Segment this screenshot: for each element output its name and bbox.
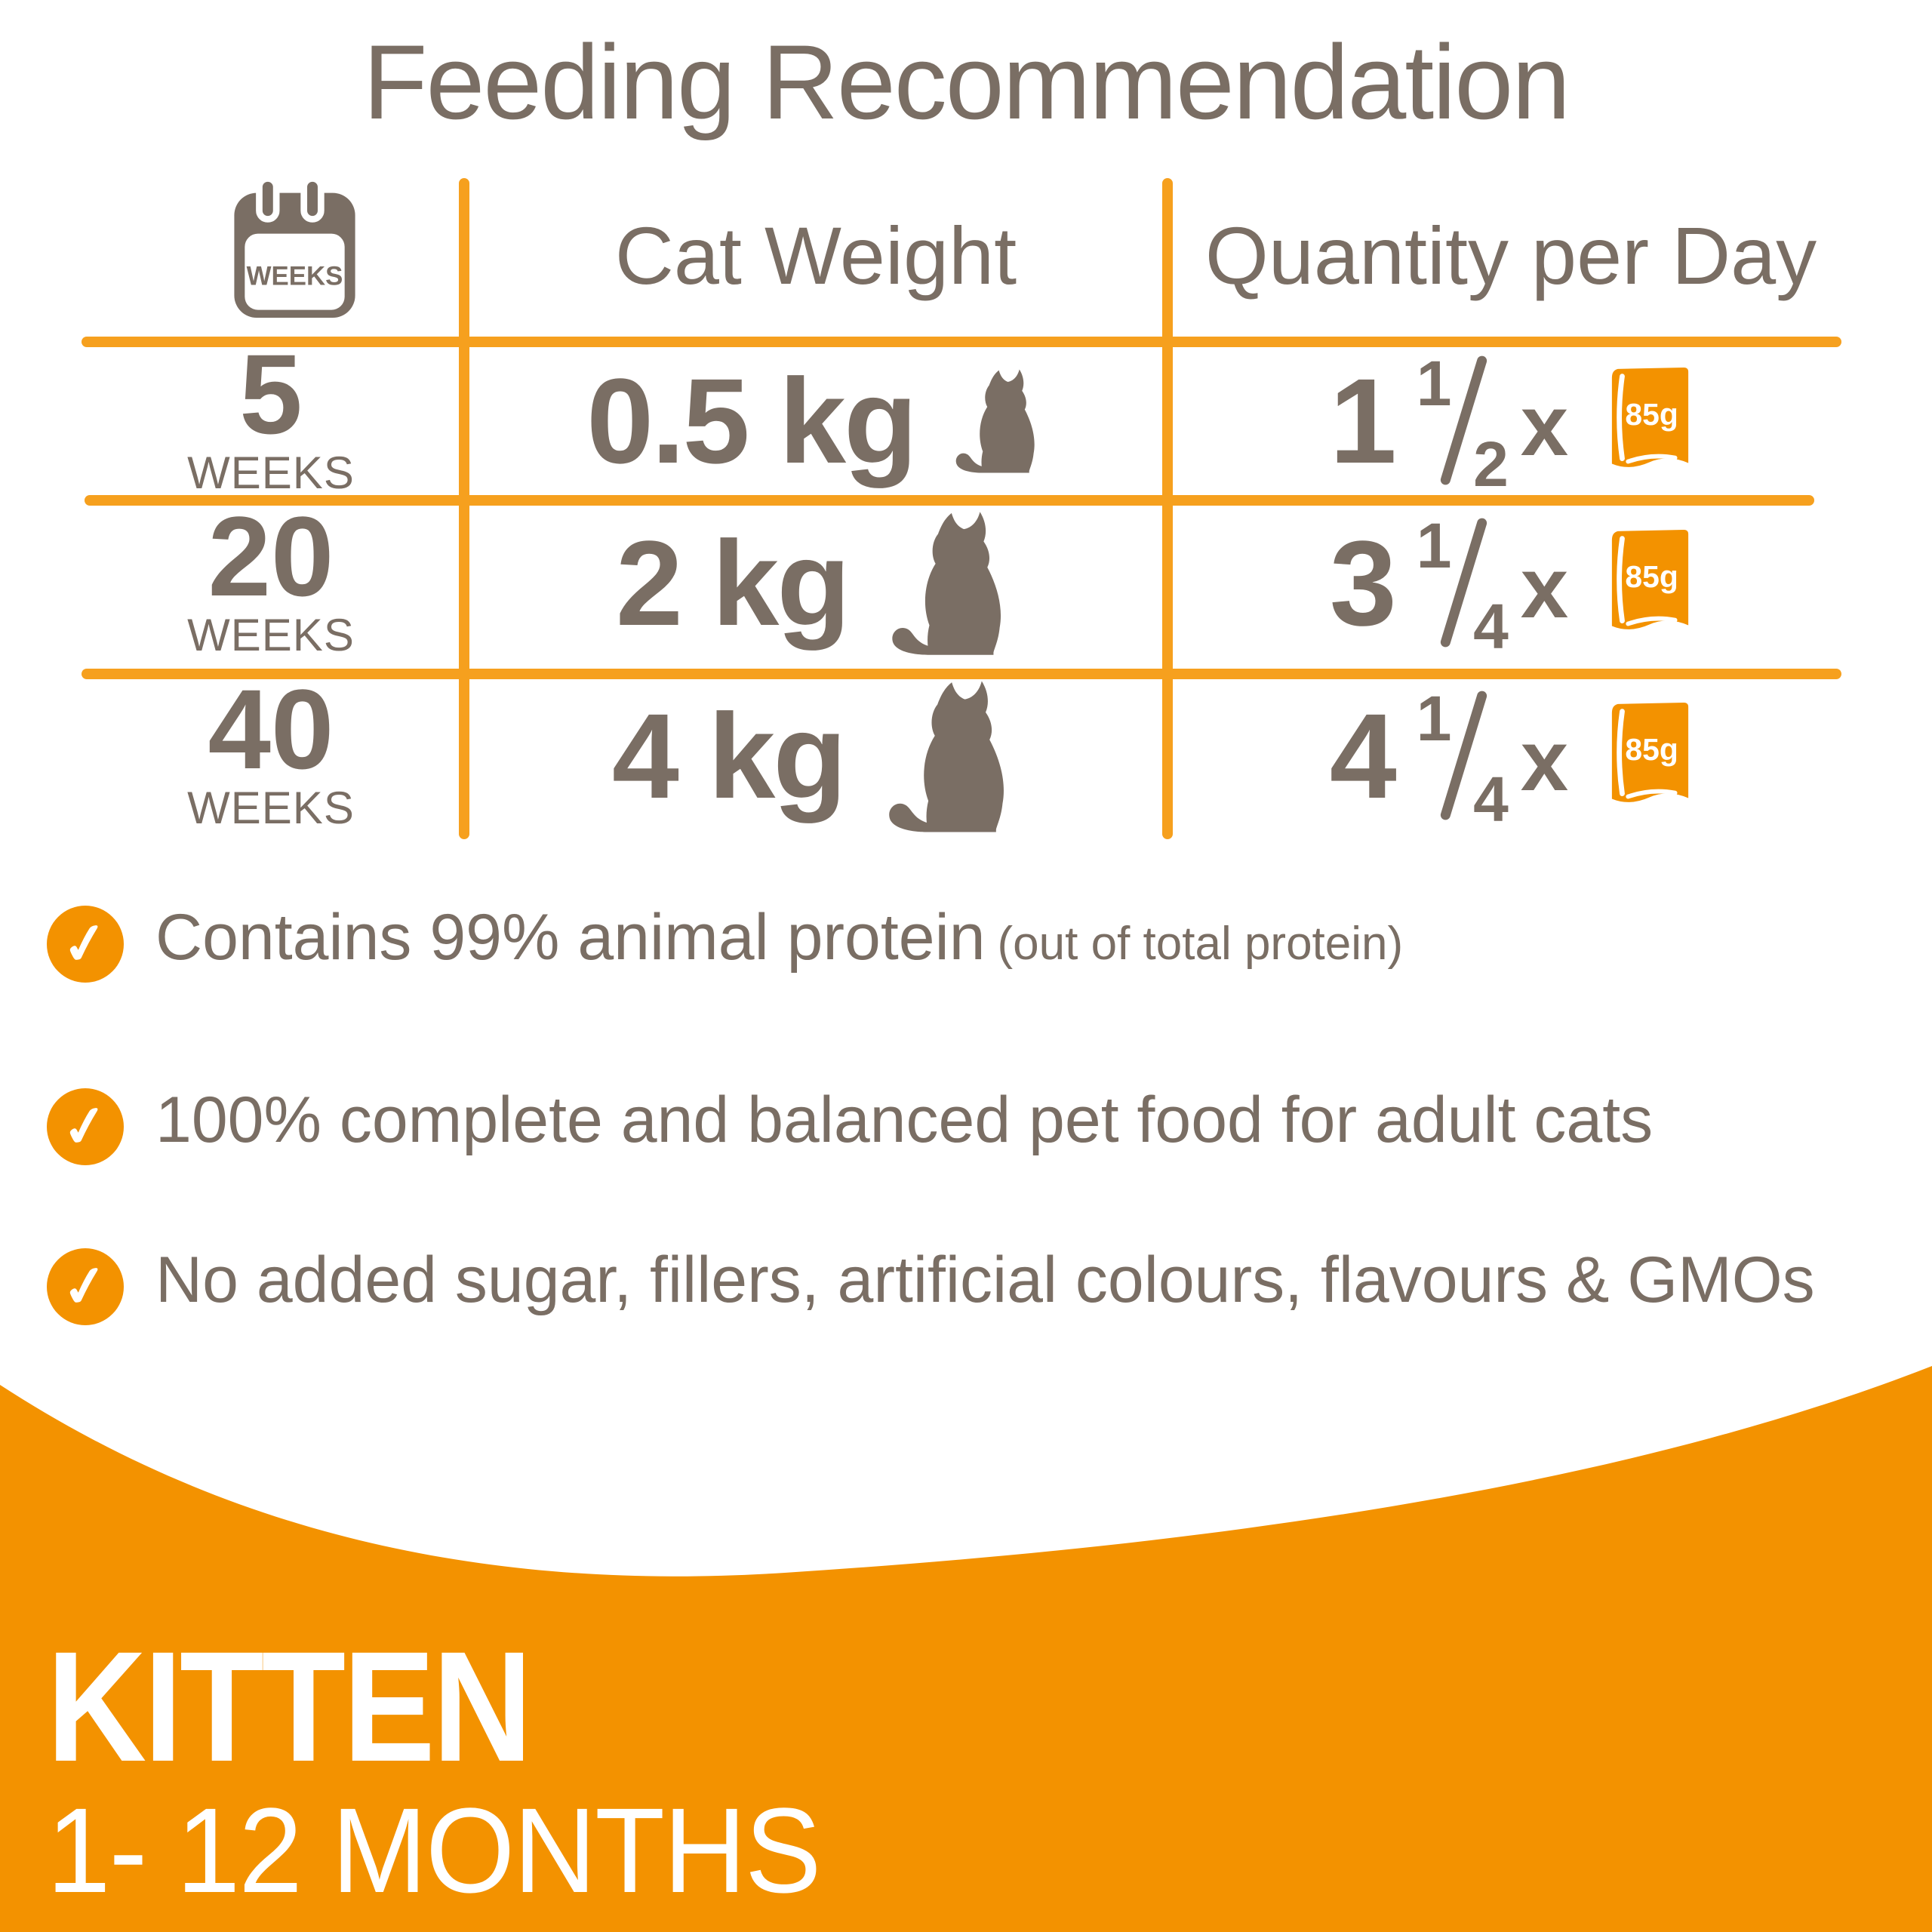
- food-pouch-icon: 85g: [1612, 702, 1689, 802]
- quantity-fraction: 1 2: [1416, 348, 1509, 500]
- benefit-item-animal-protein: ✓ Contains 99% animal protein (out of tot…: [47, 903, 1403, 983]
- benefit-text: No added sugar, fillers, artificial colo…: [155, 1244, 1815, 1316]
- quantity-whole: 1: [1329, 353, 1397, 488]
- column-header-cat-weight: Cat Weight: [614, 209, 1017, 301]
- checkmark-icon: ✓: [47, 1248, 124, 1325]
- table-row-1-quantity: 1 1 2 x 85g: [1173, 347, 1849, 500]
- quantity-fraction: 1 4: [1416, 510, 1509, 662]
- weeks-value: 5: [239, 330, 303, 457]
- table-row-3-weight: 4 kg: [469, 672, 1162, 841]
- quantity-whole: 3: [1329, 515, 1397, 651]
- weeks-unit: WEEKS: [187, 447, 355, 498]
- table-row-1-weeks: 5 WEEKS: [83, 330, 459, 498]
- weeks-value: 40: [208, 665, 334, 792]
- table-row-3-quantity: 4 1 4 x 85g: [1173, 672, 1849, 841]
- calendar-weeks-icon: WEEKS: [233, 175, 355, 318]
- benefit-text: 100% complete and balanced pet food for …: [155, 1084, 1654, 1156]
- quantity-whole: 4: [1329, 688, 1397, 823]
- quantity-times: x: [1520, 540, 1569, 636]
- cat-silhouette-icon: [876, 678, 1020, 835]
- footer-orange-band: [0, 1366, 1932, 1932]
- quantity-times: x: [1520, 712, 1569, 809]
- table-divider-vertical-1: [459, 178, 469, 839]
- product-age-range: 1- 12 MONTHS: [47, 1783, 821, 1918]
- table-row-3-weeks: 40 WEEKS: [83, 672, 459, 841]
- column-header-quantity-per-day: Quantity per Day: [1204, 209, 1817, 301]
- quantity-times: x: [1520, 377, 1569, 474]
- benefit-item-complete-balanced: ✓ 100% complete and balanced pet food fo…: [47, 1085, 1653, 1165]
- weeks-unit: WEEKS: [187, 782, 355, 833]
- table-divider-vertical-2: [1162, 178, 1173, 839]
- pouch-weight-label: 85g: [1626, 559, 1678, 594]
- pouch-weight-label: 85g: [1626, 732, 1678, 767]
- calendar-icon-label: WEEKS: [246, 261, 343, 291]
- benefit-note: (out of total protein): [997, 918, 1404, 970]
- food-pouch-icon: 85g: [1612, 367, 1689, 467]
- product-line-name: KITTEN: [47, 1620, 532, 1795]
- benefit-text: Contains 99% animal protein (out of total…: [155, 901, 1404, 974]
- table-row-2-weeks: 20 WEEKS: [83, 498, 459, 669]
- weight-value: 0.5 kg: [586, 353, 918, 488]
- weeks-unit: WEEKS: [187, 609, 355, 660]
- food-pouch-icon: 85g: [1612, 529, 1689, 629]
- page-title: Feeding Recommendation: [362, 23, 1571, 141]
- benefit-item-no-additives: ✓ No added sugar, fillers, artificial co…: [47, 1245, 1815, 1325]
- weight-value: 2 kg: [615, 515, 851, 651]
- cat-silhouette-icon: [947, 368, 1045, 475]
- cat-silhouette-icon: [880, 509, 1016, 657]
- table-row-2-weight: 2 kg: [469, 498, 1162, 669]
- pouch-weight-label: 85g: [1626, 397, 1678, 432]
- table-row-separator-1: [85, 495, 1814, 506]
- weeks-value: 20: [208, 492, 334, 620]
- quantity-fraction: 1 4: [1416, 683, 1509, 835]
- table-header-underline: [82, 337, 1841, 347]
- table-row-2-quantity: 3 1 4 x 85g: [1173, 498, 1849, 669]
- checkmark-icon: ✓: [47, 1088, 124, 1165]
- weeks-column-header: WEEKS: [226, 174, 362, 325]
- table-row-separator-2: [82, 669, 1841, 679]
- table-row-1-weight: 0.5 kg: [469, 347, 1162, 495]
- weight-value: 4 kg: [611, 688, 847, 823]
- checkmark-icon: ✓: [47, 906, 124, 983]
